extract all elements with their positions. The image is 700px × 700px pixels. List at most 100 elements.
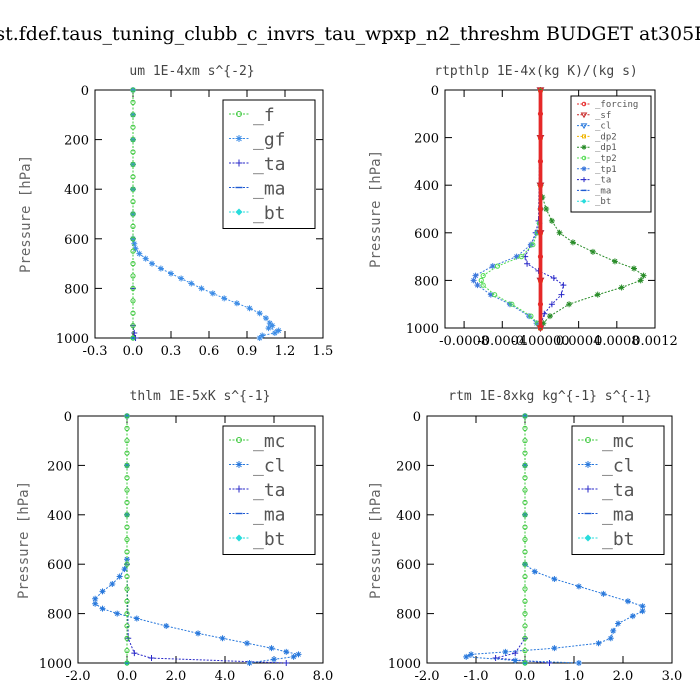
x-tick-label: 2.0 bbox=[613, 669, 634, 684]
legend-marker_gf bbox=[235, 135, 243, 142]
x-tick-label: 0.0008 bbox=[594, 334, 640, 349]
panel-title-rtm: rtm 1E-8xkg kg^{-1} s^{-1} bbox=[448, 389, 652, 404]
x-tick-label: -2.0 bbox=[65, 669, 90, 684]
point_dp1 bbox=[594, 291, 601, 298]
x-tick-label: 2.0 bbox=[166, 669, 187, 684]
point_mc bbox=[124, 450, 130, 456]
series-line_cl bbox=[464, 416, 644, 664]
point_gf bbox=[256, 335, 263, 341]
point_cl bbox=[468, 651, 475, 658]
legend-marker_ta bbox=[584, 485, 592, 493]
x-tick-label: 0.6 bbox=[199, 344, 220, 359]
point_forcing bbox=[537, 230, 544, 236]
legend-label_cl: _cl bbox=[595, 122, 611, 132]
point_mc bbox=[124, 499, 130, 506]
point_dp1 bbox=[569, 239, 576, 246]
point_ta bbox=[524, 260, 531, 267]
y-axis-label-thlm: Pressure [hPa] bbox=[16, 481, 32, 599]
point_forcing bbox=[537, 182, 544, 188]
legend-label_ma: _ma bbox=[602, 505, 635, 526]
point_gf bbox=[198, 285, 205, 292]
panel-um: um 1E-4xm s^{-2} Pressure [hPa] -0.3 0.0 0… bbox=[18, 64, 333, 359]
point_f bbox=[130, 211, 136, 217]
point_cl bbox=[624, 598, 631, 605]
legend-marker_mc bbox=[585, 437, 591, 443]
point_gf bbox=[142, 255, 149, 262]
point_dp1 bbox=[637, 277, 644, 284]
legend-marker_forcing bbox=[581, 101, 587, 107]
legend-box bbox=[570, 95, 652, 213]
point_ta bbox=[131, 330, 138, 337]
legend-label_bt: _bt bbox=[253, 203, 286, 224]
point_tp1 bbox=[474, 282, 481, 289]
legend-label_bt: _bt bbox=[253, 529, 286, 550]
legend-box bbox=[222, 425, 316, 555]
legend-label_ma: _ma bbox=[595, 186, 611, 196]
legend-label_sf: _sf bbox=[595, 111, 611, 121]
y-tick-label: 0 bbox=[413, 410, 421, 425]
point_tp2 bbox=[478, 277, 484, 283]
point_gf bbox=[132, 245, 139, 252]
point_cl bbox=[99, 588, 106, 595]
point_f bbox=[130, 186, 136, 192]
y-tick-label: 200 bbox=[414, 132, 439, 147]
point_dp1 bbox=[540, 320, 547, 327]
point_mc bbox=[522, 598, 528, 604]
point_dp1 bbox=[631, 265, 637, 272]
legend-label_forcing: _forcing bbox=[595, 100, 638, 110]
point_mc bbox=[124, 438, 130, 444]
point_mc bbox=[522, 536, 528, 543]
legend-marker_cl bbox=[235, 461, 243, 468]
point_dp1 bbox=[589, 248, 596, 255]
point_gf bbox=[136, 250, 143, 257]
point_mc bbox=[522, 512, 528, 518]
panel-title-rtpthlp: rtpthlp 1E-4x(kg K)/(kg s) bbox=[434, 64, 638, 79]
point_mc bbox=[522, 487, 528, 493]
y-tick-label: 400 bbox=[396, 509, 421, 524]
point_gf bbox=[131, 240, 138, 247]
point_tp1 bbox=[470, 277, 477, 284]
legend-label_bt: _bt bbox=[595, 197, 611, 207]
point_f bbox=[130, 223, 136, 229]
point_mc bbox=[522, 413, 528, 419]
x-tick-label: 8.0 bbox=[313, 669, 334, 684]
legend-marker_dp1 bbox=[581, 144, 587, 150]
point_forcing bbox=[537, 158, 544, 164]
x-tick-label: -0.00000 bbox=[511, 334, 569, 349]
point_gf bbox=[157, 265, 164, 272]
point_mc bbox=[124, 573, 130, 580]
y-tick-label: 800 bbox=[396, 608, 421, 623]
x-tick-label: -1.0 bbox=[463, 669, 488, 684]
point_mc bbox=[124, 536, 130, 543]
y-tick-label: 0 bbox=[64, 410, 72, 425]
point_mc bbox=[522, 586, 528, 592]
point_tp2 bbox=[494, 263, 501, 269]
series-line_tp2 bbox=[480, 90, 541, 329]
point_f bbox=[130, 199, 136, 205]
x-tick-label: 0.0 bbox=[123, 344, 144, 359]
point_mc bbox=[124, 425, 130, 431]
point_f bbox=[130, 174, 136, 180]
point_f bbox=[130, 161, 136, 167]
panel-rtm: rtm 1E-8xkg kg^{-1} s^{-1} Pressure [hPa… bbox=[368, 389, 682, 684]
point_gf bbox=[149, 260, 155, 267]
point_mc bbox=[522, 425, 528, 431]
point_cl bbox=[92, 600, 99, 607]
y-tick-label: 1000 bbox=[39, 657, 72, 672]
figure-title: dthist.fdef.taus_tuning_clubb_c_invrs_ta… bbox=[0, 23, 700, 45]
x-tick-label: 1.5 bbox=[313, 344, 334, 359]
point_cl bbox=[109, 580, 116, 587]
legend-marker_mc bbox=[236, 437, 242, 443]
point_ta bbox=[148, 655, 155, 662]
point_f bbox=[130, 248, 136, 254]
point_dp1 bbox=[618, 284, 625, 291]
panel-thlm: thlm 1E-5xK s^{-1} Pressure [hPa] -2.0 0.… bbox=[16, 389, 333, 684]
y-tick-label: 1000 bbox=[388, 657, 421, 672]
y-tick-label: 800 bbox=[414, 274, 439, 289]
x-tick-label: 4.0 bbox=[215, 669, 236, 684]
legend-marker_tp1 bbox=[581, 166, 587, 172]
point_tp2 bbox=[480, 273, 486, 279]
x-tick-label: 0.0012 bbox=[632, 334, 678, 349]
panel-title-thlm: thlm 1E-5xK s^{-1} bbox=[130, 389, 271, 404]
